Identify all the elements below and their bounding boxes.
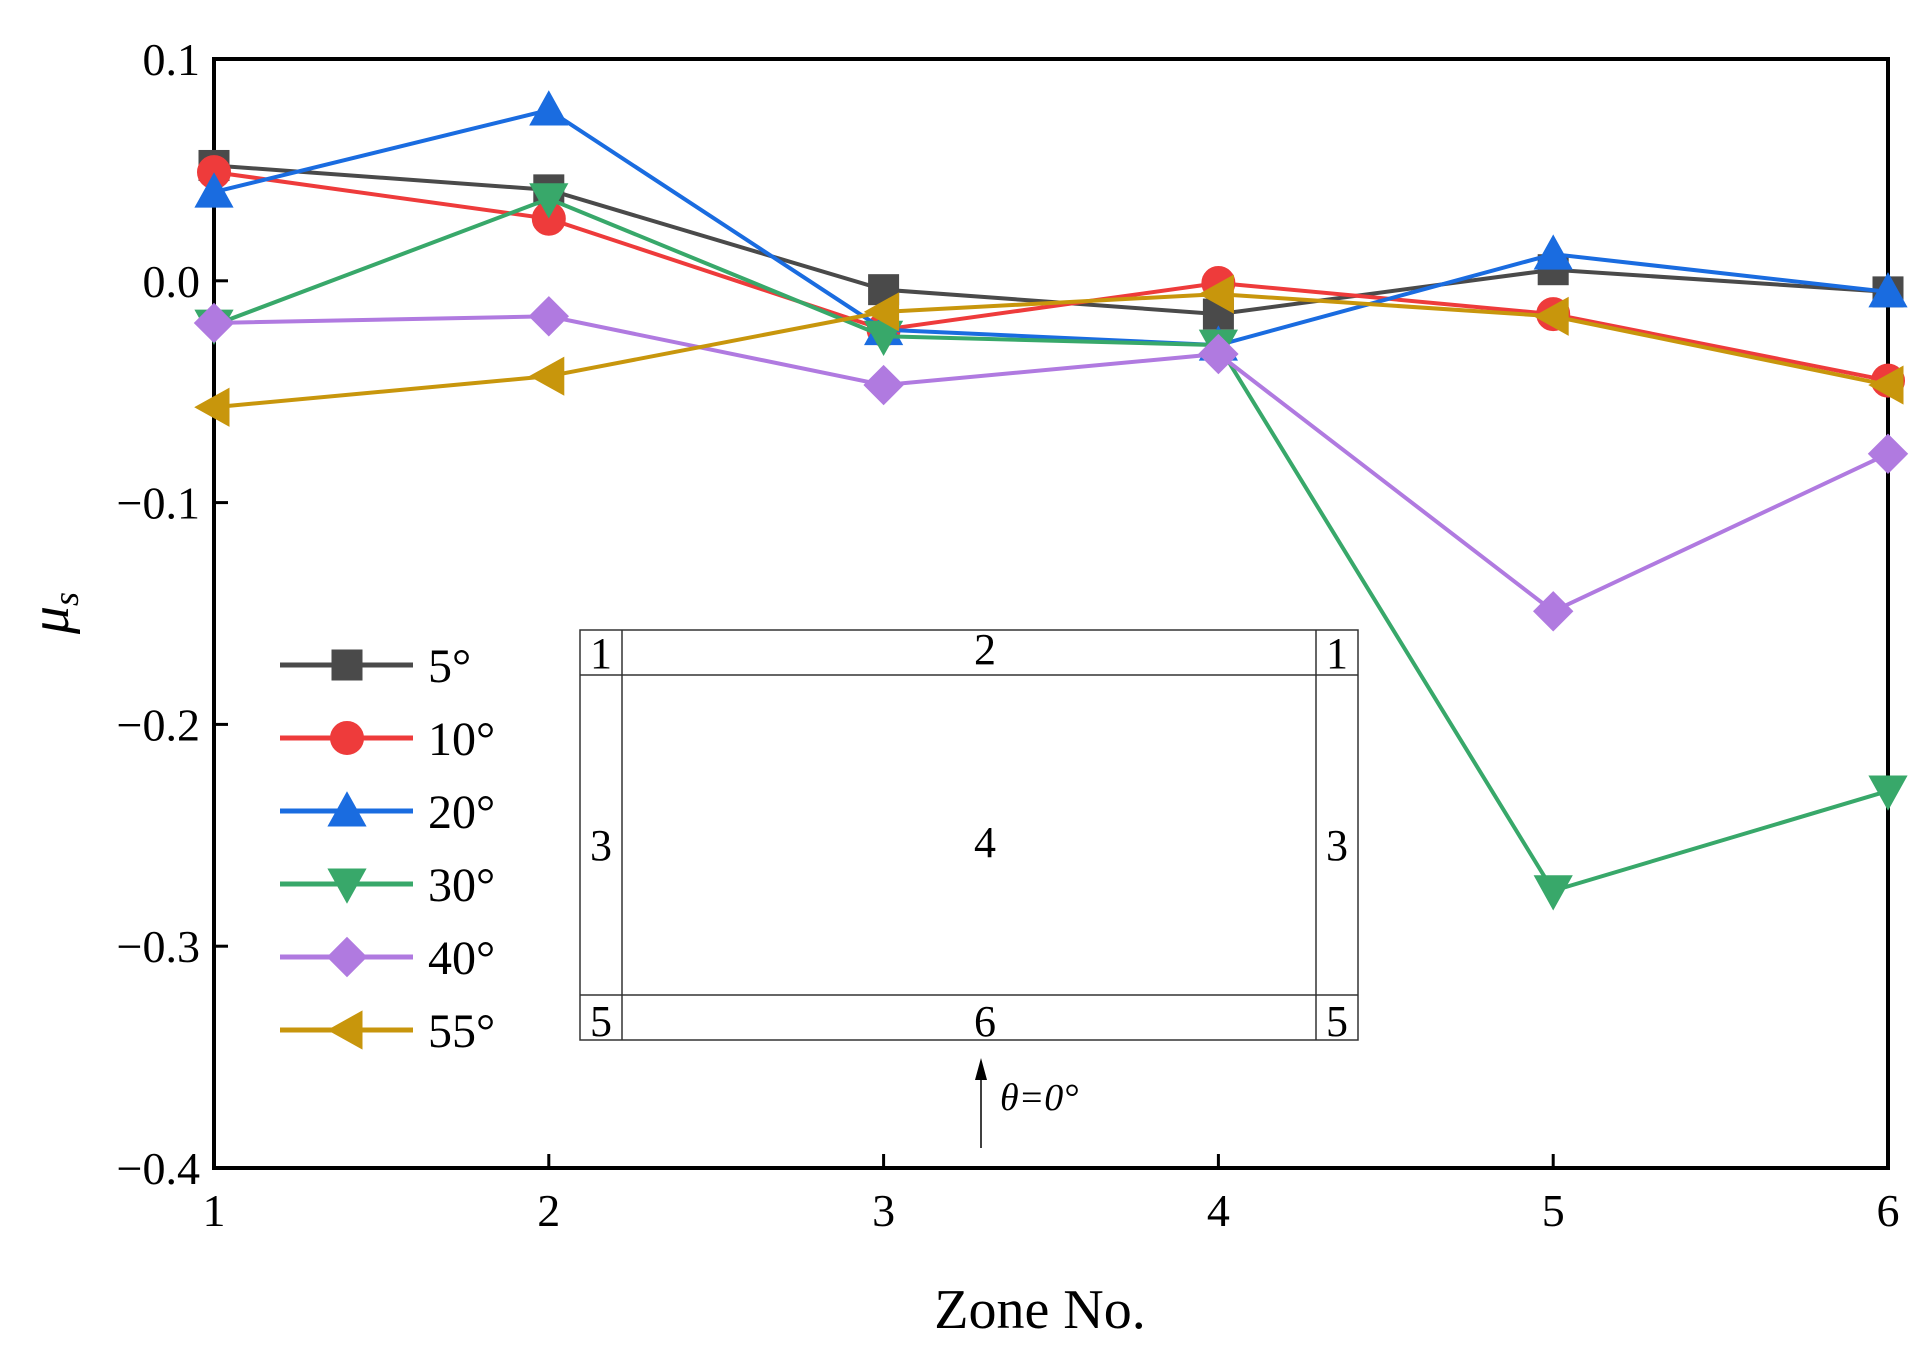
data-point — [1533, 875, 1573, 911]
y-tick-label: −0.2 — [117, 699, 200, 750]
legend-marker — [330, 721, 364, 755]
data-point — [1867, 433, 1909, 475]
y-axis-title-main: μ — [19, 606, 81, 635]
direction-arrow-head — [975, 1058, 987, 1080]
data-point — [1533, 296, 1569, 336]
data-point — [193, 302, 235, 344]
data-point — [194, 387, 230, 427]
y-axis-title: μs — [19, 592, 86, 635]
legend-marker — [327, 791, 367, 827]
legend-entry: 30° — [280, 859, 495, 912]
legend: 5° 10° 20° 30° 40° 55° — [280, 640, 495, 1058]
data-point — [529, 90, 569, 126]
x-axis-title: Zone No. — [934, 1279, 1146, 1341]
data-point — [1868, 775, 1908, 811]
legend-label: 5° — [428, 640, 471, 693]
zone-label-top-left: 1 — [590, 629, 612, 678]
x-tick-label: 1 — [203, 1185, 226, 1236]
x-tick-label: 2 — [537, 1185, 560, 1236]
legend-entry: 10° — [280, 713, 495, 766]
data-point — [1198, 333, 1239, 375]
legend-entry: 5° — [280, 640, 471, 693]
data-point — [1533, 234, 1573, 270]
legend-label: 55° — [428, 1005, 495, 1058]
plot-frame — [212, 57, 1890, 1170]
legend-entry: 40° — [280, 932, 495, 985]
legend-entry: 20° — [280, 786, 495, 839]
data-point — [863, 364, 904, 406]
zone-label-top-right: 1 — [1326, 629, 1348, 678]
x-tick-label: 4 — [1207, 1185, 1230, 1236]
data-point — [528, 296, 570, 337]
zone-label-bottom-center: 6 — [974, 997, 996, 1046]
series-line — [213, 196, 1889, 894]
data-point — [1868, 272, 1908, 308]
zone-label-bottom-left: 5 — [590, 997, 612, 1046]
data-point — [529, 356, 565, 396]
series-line — [213, 163, 1889, 317]
y-tick-label: 0.0 — [143, 256, 201, 307]
zone-label-mid-left: 3 — [590, 821, 612, 870]
zone-label-mid-right: 3 — [1326, 821, 1348, 870]
data-point — [1198, 274, 1234, 314]
data-point — [1532, 591, 1574, 632]
direction-label: θ=0° — [1000, 1077, 1079, 1119]
data-point — [194, 172, 234, 208]
legend-marker — [327, 868, 367, 904]
x-axis: 1 2 3 4 5 6 — [203, 1154, 1900, 1236]
legend-entry: 55° — [280, 1005, 495, 1058]
zone-label-bottom-right: 5 — [1326, 997, 1348, 1046]
legend-marker — [326, 936, 368, 978]
y-axis: 0.1 0.0 −0.1 −0.2 −0.3 −0.4 — [117, 34, 228, 1194]
x-tick-label: 6 — [1877, 1185, 1900, 1236]
legend-label: 20° — [428, 786, 495, 839]
series-5 — [194, 274, 1904, 427]
data-point — [1868, 365, 1904, 405]
legend-label: 40° — [428, 932, 495, 985]
x-tick-label: 3 — [872, 1185, 895, 1236]
y-tick-label: −0.4 — [117, 1143, 200, 1194]
zone-label-mid-center: 4 — [974, 818, 996, 867]
y-axis-title-sub: s — [46, 592, 86, 606]
inset-outer-rect — [579, 629, 1359, 1041]
legend-label: 10° — [428, 713, 495, 766]
series-line — [213, 170, 1889, 383]
x-tick-label: 5 — [1542, 1185, 1565, 1236]
zone-label-top-center: 2 — [974, 625, 996, 674]
data-point — [529, 183, 569, 219]
legend-marker — [331, 649, 363, 681]
series-4 — [193, 296, 1909, 632]
data-point — [863, 292, 900, 332]
series-line — [213, 107, 1889, 348]
legend-marker — [327, 1010, 363, 1050]
series-line — [213, 292, 1889, 410]
y-tick-label: −0.1 — [117, 478, 200, 529]
y-tick-label: 0.1 — [143, 34, 201, 85]
series-layer — [193, 90, 1909, 911]
legend-label: 30° — [428, 859, 495, 912]
y-tick-label: −0.3 — [117, 921, 200, 972]
zone-inset: 1 2 1 3 4 3 5 6 5 θ=0° — [579, 625, 1359, 1148]
series-line — [213, 314, 1889, 614]
